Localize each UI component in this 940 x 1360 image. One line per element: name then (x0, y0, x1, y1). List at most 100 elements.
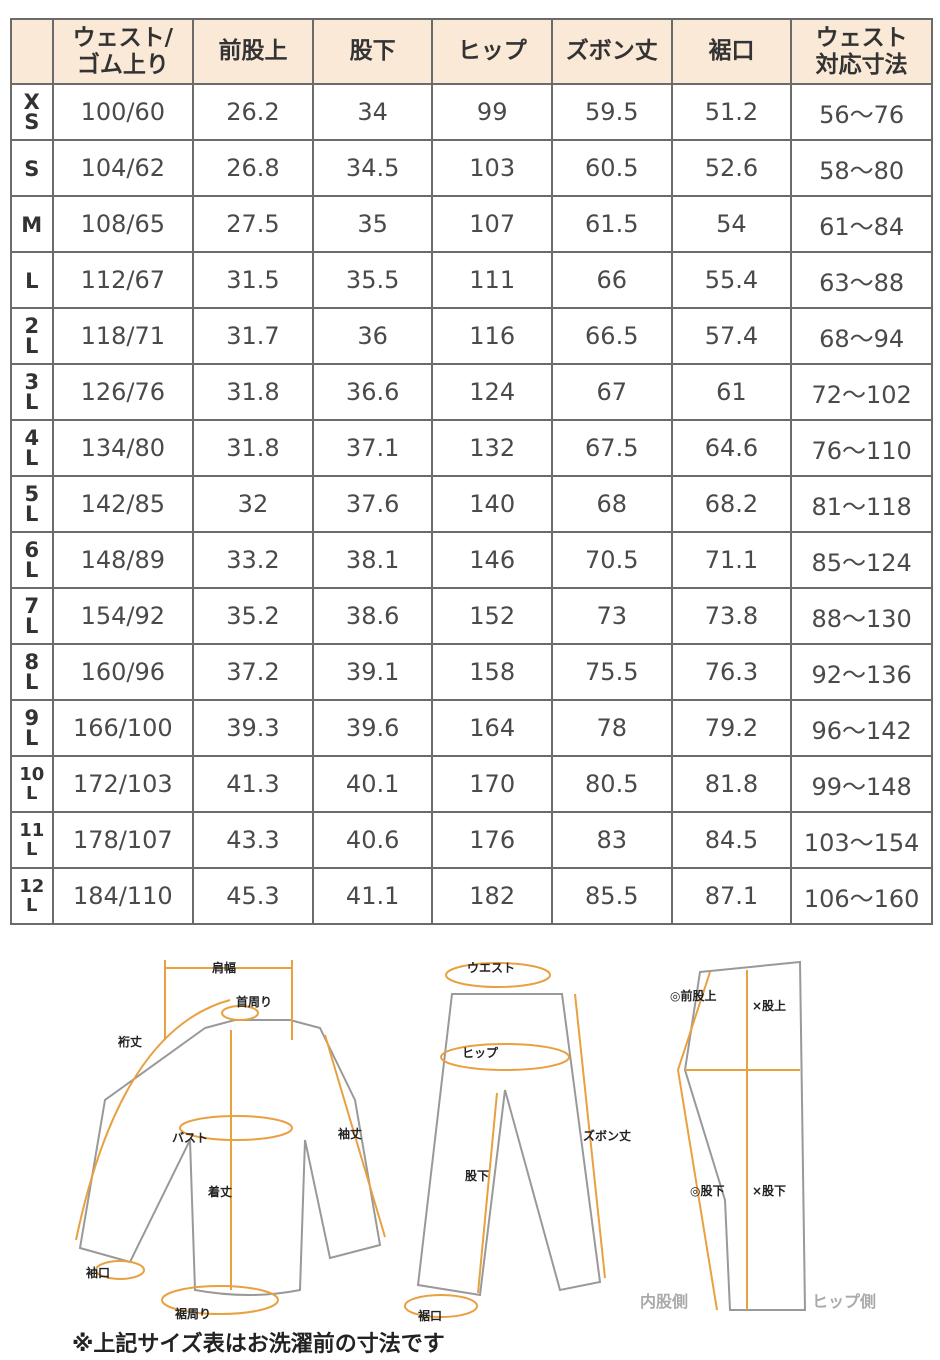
table-cell: 37.6 (311, 475, 434, 533)
table-cell: 34.5 (311, 139, 434, 197)
table-cell: 43.3 (192, 811, 314, 869)
table-cell: 41.3 (192, 755, 314, 813)
table-row: 3L 126/76 31.8 36.6 124 67 61 72～102 (10, 363, 933, 421)
table-cell: 26.8 (192, 139, 314, 197)
side-measure-lines (676, 970, 800, 1311)
table-cell: 182 (431, 867, 553, 925)
size-label-text: 11L (19, 820, 45, 860)
table-cell: 73.8 (670, 587, 793, 645)
size-label: 9L (10, 699, 54, 757)
table-cell: 38.1 (311, 531, 434, 589)
size-label-text: XS (23, 90, 40, 134)
label-front-rise: ◎前股上 (670, 988, 716, 1003)
table-cell: 72～102 (790, 363, 933, 421)
table-row: 4L 134/80 31.8 37.1 132 67.5 64.6 76～110 (10, 419, 933, 477)
table-cell: 158 (431, 643, 553, 701)
table-cell: 63～88 (790, 251, 933, 309)
size-label-text: 7L (24, 594, 40, 638)
label-hem: 裾周り (175, 1306, 211, 1321)
column-header: 股下 (311, 18, 434, 85)
size-label-text: 3L (24, 370, 40, 414)
table-cell: 160/96 (51, 643, 195, 701)
table-cell: 84.5 (670, 811, 793, 869)
table-cell: 45.3 (192, 867, 314, 925)
measurement-diagram: 肩幅 首周り 裄丈 バスト 袖丈 着丈 袖口 裾周り ウエスト ヒップ 股下 ズ… (75, 960, 876, 1323)
table-cell: 140 (431, 475, 553, 533)
table-cell: 68.2 (670, 475, 793, 533)
label-length: 着丈 (207, 1184, 232, 1199)
table-cell: 108/65 (51, 195, 195, 253)
table-cell: 107 (431, 195, 553, 253)
size-label-text: 2L (24, 314, 40, 358)
label-inner: 内股側 (640, 1292, 688, 1311)
side-outline (683, 960, 807, 1311)
size-label: 6L (10, 531, 54, 589)
column-header (10, 18, 54, 85)
table-row: 6L 148/89 33.2 38.1 146 70.5 71.1 85～124 (10, 531, 933, 589)
size-table: ウェスト/ ゴム上り 前股上 股下 ヒップ ズボン丈 裾口 ウェスト 対応寸法 XS 100/… (10, 18, 933, 925)
table-cell: 79.2 (670, 699, 793, 757)
table-cell: 154/92 (51, 587, 195, 645)
label-waist: ウエスト (467, 961, 515, 975)
table-cell: 54 (670, 195, 793, 253)
table-cell: 33.2 (192, 531, 314, 589)
label-neck: 首周り (236, 994, 272, 1009)
table-cell: 106～160 (790, 867, 933, 925)
table-cell: 61 (670, 363, 793, 421)
shirt-measure-lines (75, 960, 386, 1315)
size-label-text: 10L (19, 764, 45, 804)
label-inseam: 股下 (465, 1168, 489, 1183)
size-label: 5L (10, 475, 54, 533)
size-note: ※上記サイズ表はお洗濯前の寸法です (72, 1332, 445, 1357)
table-cell: 92～136 (790, 643, 933, 701)
table-row: 9L 166/100 39.3 39.6 164 78 79.2 96～142 (10, 699, 933, 757)
table-cell: 32 (192, 475, 314, 533)
table-cell: 76～110 (790, 419, 933, 477)
table-cell: 103～154 (790, 811, 933, 869)
label-yuki: 裄丈 (117, 1034, 142, 1049)
table-cell: 170 (431, 755, 553, 813)
label-cuff: 袖口 (86, 1265, 110, 1280)
table-cell: 126/76 (51, 363, 195, 421)
table-cell: 75.5 (550, 643, 673, 701)
table-cell: 116 (431, 307, 553, 365)
table-cell: 76.3 (670, 643, 793, 701)
table-cell: 104/62 (51, 139, 195, 197)
table-cell: 88～130 (790, 587, 933, 645)
table-cell: 172/103 (51, 755, 195, 813)
table-cell: 40.1 (311, 755, 434, 813)
table-cell: 66 (550, 251, 673, 309)
table-cell: 26.2 (192, 83, 314, 141)
size-label: L (10, 251, 54, 309)
column-header: 前股上 (192, 18, 314, 85)
table-cell: 67.5 (550, 419, 673, 477)
table-cell: 52.6 (670, 139, 793, 197)
table-cell: 31.5 (192, 251, 314, 309)
size-label: 7L (10, 587, 54, 645)
table-cell: 67 (550, 363, 673, 421)
table-cell: 31.8 (192, 419, 314, 477)
table-cell: 57.4 (670, 307, 793, 365)
table-cell: 99～148 (790, 755, 933, 813)
table-cell: 83 (550, 811, 673, 869)
size-label-text: 8L (24, 650, 40, 694)
label-hip-side: ヒップ側 (812, 1292, 876, 1311)
table-cell: 78 (550, 699, 673, 757)
shirt-outline (78, 1019, 382, 1296)
label-pants-hem: 裾口 (418, 1308, 442, 1323)
label-inseam-o: ◎股下 (690, 1183, 724, 1198)
size-label-text: 12L (19, 876, 45, 916)
table-row: 10L 172/103 41.3 40.1 170 80.5 81.8 99～148 (10, 755, 933, 813)
table-row: 2L 118/71 31.7 36 116 66.5 57.4 68～94 (10, 307, 933, 365)
table-row: 12L 184/110 45.3 41.1 182 85.5 87.1 106～160 (10, 867, 933, 925)
table-cell: 148/89 (51, 531, 195, 589)
table-cell: 132 (431, 419, 553, 477)
column-header: ウェスト 対応寸法 (790, 18, 933, 85)
table-cell: 100/60 (51, 83, 195, 141)
table-row: M 108/65 27.5 35 107 61.5 54 61～84 (10, 195, 933, 253)
header-row: ウェスト/ ゴム上り 前股上 股下 ヒップ ズボン丈 裾口 ウェスト 対応寸法 (10, 18, 933, 85)
table-cell: 64.6 (670, 419, 793, 477)
table-cell: 31.8 (192, 363, 314, 421)
label-shoulder: 肩幅 (212, 960, 236, 975)
table-cell: 40.6 (311, 811, 434, 869)
